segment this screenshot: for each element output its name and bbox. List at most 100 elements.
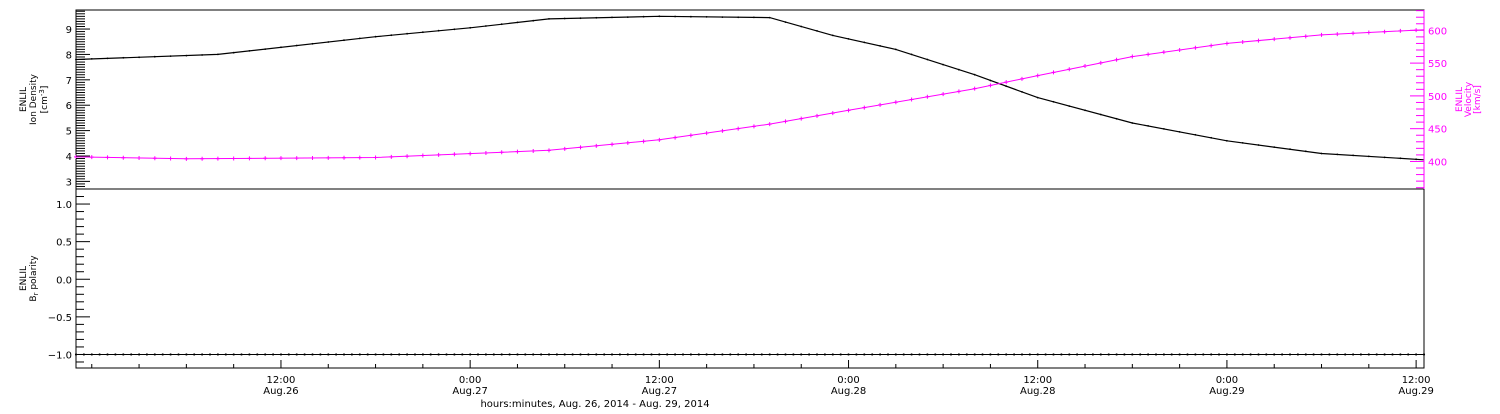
velocity-point (452, 152, 457, 157)
polarity-point (1020, 353, 1024, 356)
density-point (1399, 157, 1402, 160)
density-point (1289, 148, 1291, 151)
polarity-point (989, 353, 992, 356)
density-point (642, 15, 645, 18)
velocity-point (168, 156, 173, 161)
polarity-point (177, 353, 180, 356)
velocity-point (1051, 70, 1056, 75)
velocity-point (373, 155, 378, 160)
polarity-point (910, 353, 913, 356)
density-point (374, 35, 377, 38)
density-point (1257, 144, 1260, 146)
velocity-point (1114, 57, 1119, 62)
polarity-point (855, 353, 858, 356)
polarity-point (153, 353, 156, 356)
velocity-point (641, 139, 646, 144)
density-point (942, 63, 944, 66)
polarity-point (1005, 353, 1008, 356)
velocity-point (909, 97, 914, 102)
density-point (831, 34, 834, 37)
density-point (894, 48, 897, 51)
polarity-point (90, 353, 93, 356)
density-point (1036, 96, 1039, 99)
y-bottom-title-line: Br polarity (29, 255, 40, 302)
polarity-point (926, 353, 929, 356)
polarity-point (681, 353, 685, 356)
polarity-point (721, 353, 724, 356)
polarity-point (618, 353, 622, 356)
polarity-point (752, 353, 756, 356)
polarity-point (484, 353, 487, 356)
density-point (1052, 100, 1055, 103)
velocity-point (531, 148, 536, 153)
density-point (863, 41, 866, 44)
density-point (485, 25, 487, 27)
density-point (847, 38, 850, 40)
polarity-point (319, 353, 322, 356)
x-tick-label-date: Aug.28 (831, 386, 866, 397)
polarity-point (1312, 353, 1315, 356)
polarity-point (508, 353, 511, 356)
polarity-point (1013, 353, 1016, 356)
velocity-point (1004, 80, 1009, 85)
density-point (469, 26, 472, 29)
velocity-point (941, 92, 946, 97)
polarity-point (571, 353, 574, 356)
polarity-point (1170, 353, 1173, 356)
density-point (626, 16, 629, 18)
label-sub: r (32, 292, 40, 295)
polarity-point (445, 353, 448, 356)
y-right-tick-label: 600 (1428, 26, 1447, 37)
density-point (879, 45, 881, 47)
polarity-point (390, 353, 393, 356)
x-tick-label-date: Aug.27 (452, 386, 487, 397)
unit-end: ] (40, 86, 50, 90)
velocity-point (342, 155, 347, 160)
polarity-point (587, 353, 590, 356)
velocity-point (310, 155, 315, 160)
velocity-point (736, 126, 741, 131)
polarity-point (745, 353, 748, 356)
y-right-tick-label: 550 (1428, 59, 1447, 70)
polarity-point (626, 353, 629, 356)
polarity-point (492, 353, 495, 356)
polarity-point (1328, 353, 1331, 356)
y-right-title-line: Velocity (1464, 81, 1474, 117)
polarity-point (1091, 353, 1094, 356)
polarity-point (886, 353, 890, 356)
polarity-point (453, 353, 456, 356)
polarity-point (981, 353, 984, 356)
velocity-point (1287, 35, 1292, 40)
x-tick-label-time: 0:00 (459, 375, 481, 386)
polarity-point (1115, 353, 1118, 356)
polarity-point (784, 353, 787, 356)
velocity-point (783, 119, 788, 124)
polarity-point (997, 353, 1000, 356)
polarity-point (1036, 353, 1039, 356)
velocity-point (1146, 52, 1151, 57)
density-point (1178, 131, 1181, 133)
velocity-point (184, 156, 189, 161)
polarity-point (1052, 353, 1055, 356)
axes-layer: 12:00Aug.260:00Aug.2712:00Aug.270:00Aug.… (19, 10, 1483, 397)
velocity-point (137, 155, 142, 160)
polarity-point (208, 353, 212, 356)
polarity-point (476, 353, 480, 356)
density-point (595, 16, 598, 19)
y-bottom-tick-label: 1.0 (56, 200, 72, 211)
density-point (989, 79, 992, 82)
y-bottom-tick-label: 0.0 (56, 275, 72, 286)
polarity-point (279, 353, 283, 356)
polarity-point (666, 353, 669, 356)
polarity-point (1257, 353, 1260, 356)
polarity-point (421, 353, 424, 356)
density-point (1273, 146, 1276, 149)
polarity-point (1076, 353, 1079, 356)
polarity-point (1210, 353, 1213, 356)
velocity-point (1209, 43, 1214, 48)
polarity-point (374, 353, 377, 356)
velocity-point (121, 155, 126, 160)
density-point (768, 16, 771, 19)
label-rest: polarity (29, 255, 39, 293)
